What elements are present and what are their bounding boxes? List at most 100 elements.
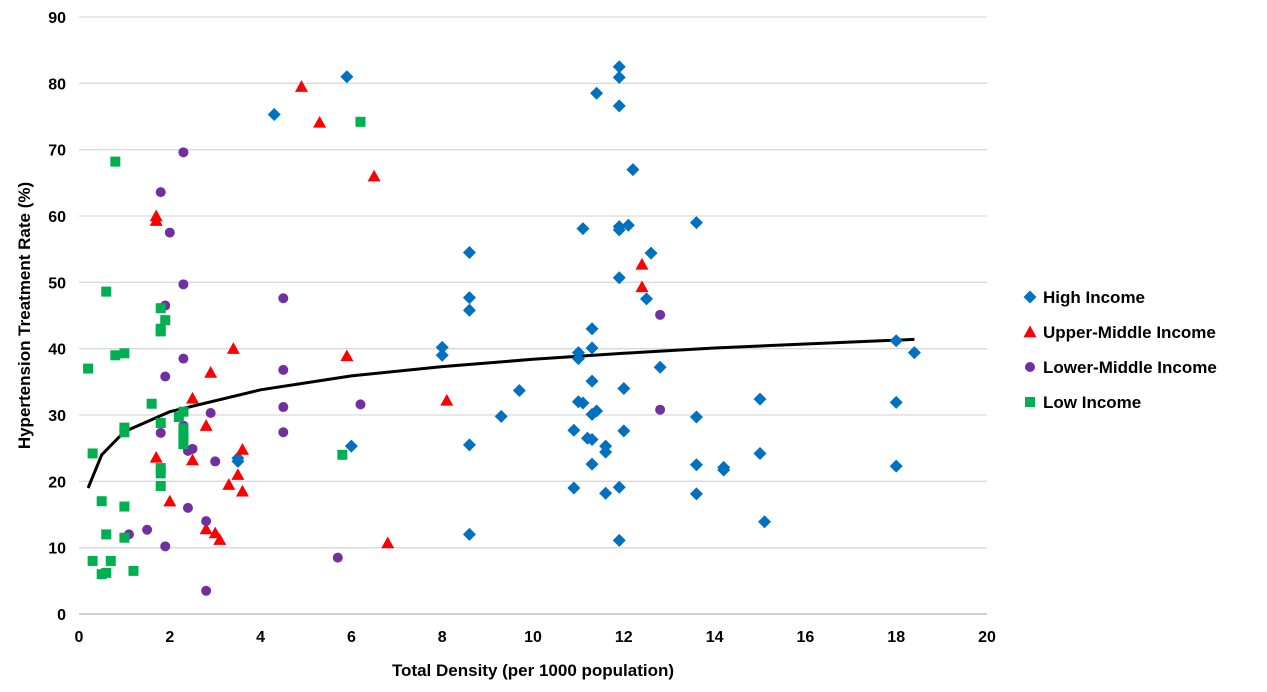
data-point [110, 156, 121, 167]
x-tick-label: 8 [438, 629, 447, 646]
data-point [717, 463, 731, 477]
y-tick-label: 70 [48, 143, 66, 160]
data-point [160, 541, 171, 552]
data-point [83, 363, 94, 374]
legend-marker [1025, 362, 1035, 372]
data-point [367, 169, 381, 182]
legend-marker [1025, 397, 1035, 407]
data-point [186, 453, 199, 466]
data-point [110, 350, 121, 361]
data-point [653, 360, 667, 374]
data-point [640, 292, 653, 306]
data-point [278, 402, 289, 413]
data-point [205, 408, 216, 419]
x-axis-title: Total Density (per 1000 population) [392, 661, 674, 680]
data-point [494, 409, 508, 423]
data-point [590, 404, 604, 418]
data-points [83, 60, 921, 596]
data-point [278, 364, 289, 375]
data-point [626, 163, 640, 177]
data-point [753, 392, 767, 406]
data-point [231, 451, 245, 465]
data-point [155, 480, 166, 491]
gridlines [79, 16, 987, 549]
data-point [155, 427, 166, 438]
data-point [612, 533, 626, 547]
data-point [689, 487, 703, 501]
data-point [612, 70, 626, 84]
series-1 [149, 80, 649, 549]
legend-marker [1023, 290, 1037, 304]
data-point [155, 187, 166, 198]
legend-label: Low Income [1043, 393, 1141, 412]
x-tick-label: 16 [797, 629, 815, 646]
legend-label: Lower-Middle Income [1043, 358, 1217, 377]
data-point [585, 457, 599, 471]
data-point [208, 526, 222, 539]
data-point [294, 80, 308, 92]
data-point [178, 279, 189, 290]
data-point [889, 395, 903, 409]
legend-marker [1023, 325, 1037, 338]
data-point [235, 442, 249, 455]
data-point [567, 423, 581, 437]
data-point [178, 439, 189, 450]
data-point [278, 427, 289, 438]
data-point [278, 293, 289, 304]
data-point [101, 567, 112, 578]
data-point [182, 502, 193, 513]
x-tick-label: 0 [75, 629, 84, 646]
data-point [119, 501, 130, 512]
data-point [585, 433, 599, 447]
x-tick-label: 18 [887, 629, 905, 646]
x-tick-label: 2 [165, 629, 174, 646]
data-point [689, 458, 703, 472]
y-axis-title: Hypertension Treatment Rate (%) [15, 182, 34, 449]
data-point [160, 371, 171, 382]
y-tick-label: 20 [48, 474, 66, 491]
data-point [337, 449, 348, 460]
data-point [889, 459, 903, 473]
data-point [617, 424, 631, 438]
y-tick-label: 80 [48, 76, 66, 93]
data-point [689, 216, 703, 230]
data-point [235, 484, 249, 497]
y-tick-label: 10 [48, 541, 66, 558]
x-tick-label: 12 [615, 629, 633, 646]
data-point [87, 448, 98, 459]
data-point [344, 439, 358, 453]
data-point [635, 257, 649, 270]
data-point [128, 565, 139, 576]
y-tick-label: 0 [57, 607, 66, 624]
data-point [617, 381, 631, 395]
data-point [146, 398, 157, 409]
data-point [119, 427, 130, 438]
data-point [105, 555, 116, 566]
data-point [160, 315, 171, 326]
data-point [313, 115, 327, 128]
data-point [119, 532, 130, 543]
data-point [753, 446, 767, 460]
data-point [155, 417, 166, 428]
data-point [187, 443, 198, 454]
data-point [435, 348, 449, 362]
data-point [381, 536, 395, 549]
y-tick-label: 60 [48, 209, 66, 226]
data-point [178, 147, 189, 158]
data-point [332, 552, 343, 563]
x-tick-label: 10 [524, 629, 542, 646]
data-point [689, 410, 703, 424]
data-point [213, 533, 227, 545]
data-point [599, 445, 613, 459]
data-point [571, 352, 585, 366]
data-point [96, 496, 107, 507]
data-point [226, 342, 240, 354]
data-point [612, 480, 626, 494]
y-tick-label: 50 [48, 275, 66, 292]
data-point [199, 522, 213, 535]
data-point [655, 404, 666, 415]
tick-labels: 0 10 20 30 40 50 60 70 80 90 0 2 4 6 8 10 12 14 16 18 20 [48, 10, 996, 646]
data-point [590, 86, 604, 100]
